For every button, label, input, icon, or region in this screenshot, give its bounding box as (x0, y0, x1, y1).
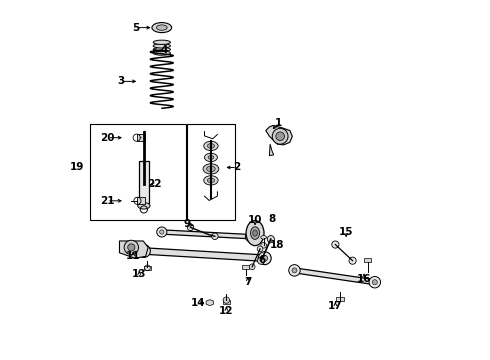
Text: 20: 20 (99, 133, 114, 143)
Text: 4: 4 (161, 45, 168, 55)
Ellipse shape (152, 23, 172, 33)
Circle shape (258, 252, 271, 265)
Circle shape (257, 246, 263, 252)
Text: 10: 10 (248, 215, 262, 225)
Ellipse shape (261, 235, 267, 239)
Circle shape (157, 227, 167, 237)
Ellipse shape (204, 176, 218, 185)
Circle shape (289, 265, 300, 276)
Bar (187, 124, 235, 220)
Ellipse shape (208, 156, 214, 159)
Circle shape (261, 242, 267, 248)
Ellipse shape (153, 44, 171, 48)
Circle shape (128, 244, 135, 251)
Polygon shape (266, 126, 293, 145)
Ellipse shape (153, 51, 171, 55)
Circle shape (187, 224, 194, 230)
Circle shape (160, 230, 164, 234)
Polygon shape (294, 268, 375, 285)
Circle shape (372, 280, 377, 285)
Text: 5: 5 (132, 23, 139, 33)
Circle shape (332, 241, 339, 248)
Circle shape (267, 235, 274, 243)
Polygon shape (120, 241, 148, 258)
Text: 6: 6 (259, 255, 266, 265)
Ellipse shape (246, 221, 264, 246)
Polygon shape (270, 144, 274, 156)
Bar (364, 258, 371, 262)
Circle shape (137, 244, 150, 257)
Ellipse shape (250, 227, 260, 239)
Text: 12: 12 (219, 306, 234, 316)
Circle shape (245, 231, 255, 242)
Text: 15: 15 (339, 227, 353, 237)
Ellipse shape (153, 40, 171, 44)
Text: 2: 2 (234, 162, 241, 172)
Ellipse shape (253, 230, 257, 236)
Ellipse shape (207, 166, 215, 172)
Bar (144, 266, 151, 270)
Text: 17: 17 (328, 301, 343, 311)
Circle shape (212, 233, 218, 239)
Circle shape (276, 132, 285, 140)
Polygon shape (206, 300, 214, 306)
Circle shape (141, 248, 147, 254)
Text: 18: 18 (270, 240, 285, 250)
Text: 11: 11 (126, 251, 140, 261)
Text: 19: 19 (70, 162, 84, 172)
Circle shape (272, 129, 288, 144)
Text: 16: 16 (357, 274, 371, 284)
Ellipse shape (207, 144, 215, 148)
Circle shape (292, 268, 297, 273)
Text: 7: 7 (244, 277, 251, 287)
Text: 1: 1 (274, 118, 282, 128)
Polygon shape (144, 248, 265, 261)
Text: 3: 3 (118, 76, 125, 86)
Bar (242, 265, 249, 269)
Circle shape (248, 234, 252, 239)
Ellipse shape (207, 178, 215, 183)
Bar (139, 161, 149, 204)
Polygon shape (162, 230, 250, 239)
Circle shape (369, 276, 381, 288)
Bar (137, 134, 145, 141)
Bar (137, 197, 146, 204)
Bar (223, 300, 230, 305)
Ellipse shape (204, 141, 218, 150)
Circle shape (258, 257, 265, 264)
Bar (337, 297, 343, 301)
Circle shape (349, 257, 356, 264)
Text: 14: 14 (190, 298, 205, 308)
Circle shape (223, 297, 230, 303)
Text: 13: 13 (132, 269, 147, 279)
Ellipse shape (203, 164, 219, 174)
Bar (90, 124, 186, 220)
Circle shape (249, 264, 255, 270)
Text: 21: 21 (99, 196, 114, 206)
Ellipse shape (156, 25, 167, 30)
Text: 8: 8 (268, 215, 275, 224)
Ellipse shape (153, 47, 171, 51)
Ellipse shape (138, 203, 150, 209)
Text: 9: 9 (183, 219, 191, 229)
Circle shape (124, 240, 139, 255)
Text: 22: 22 (147, 179, 162, 189)
Circle shape (262, 255, 268, 261)
Ellipse shape (204, 153, 218, 162)
